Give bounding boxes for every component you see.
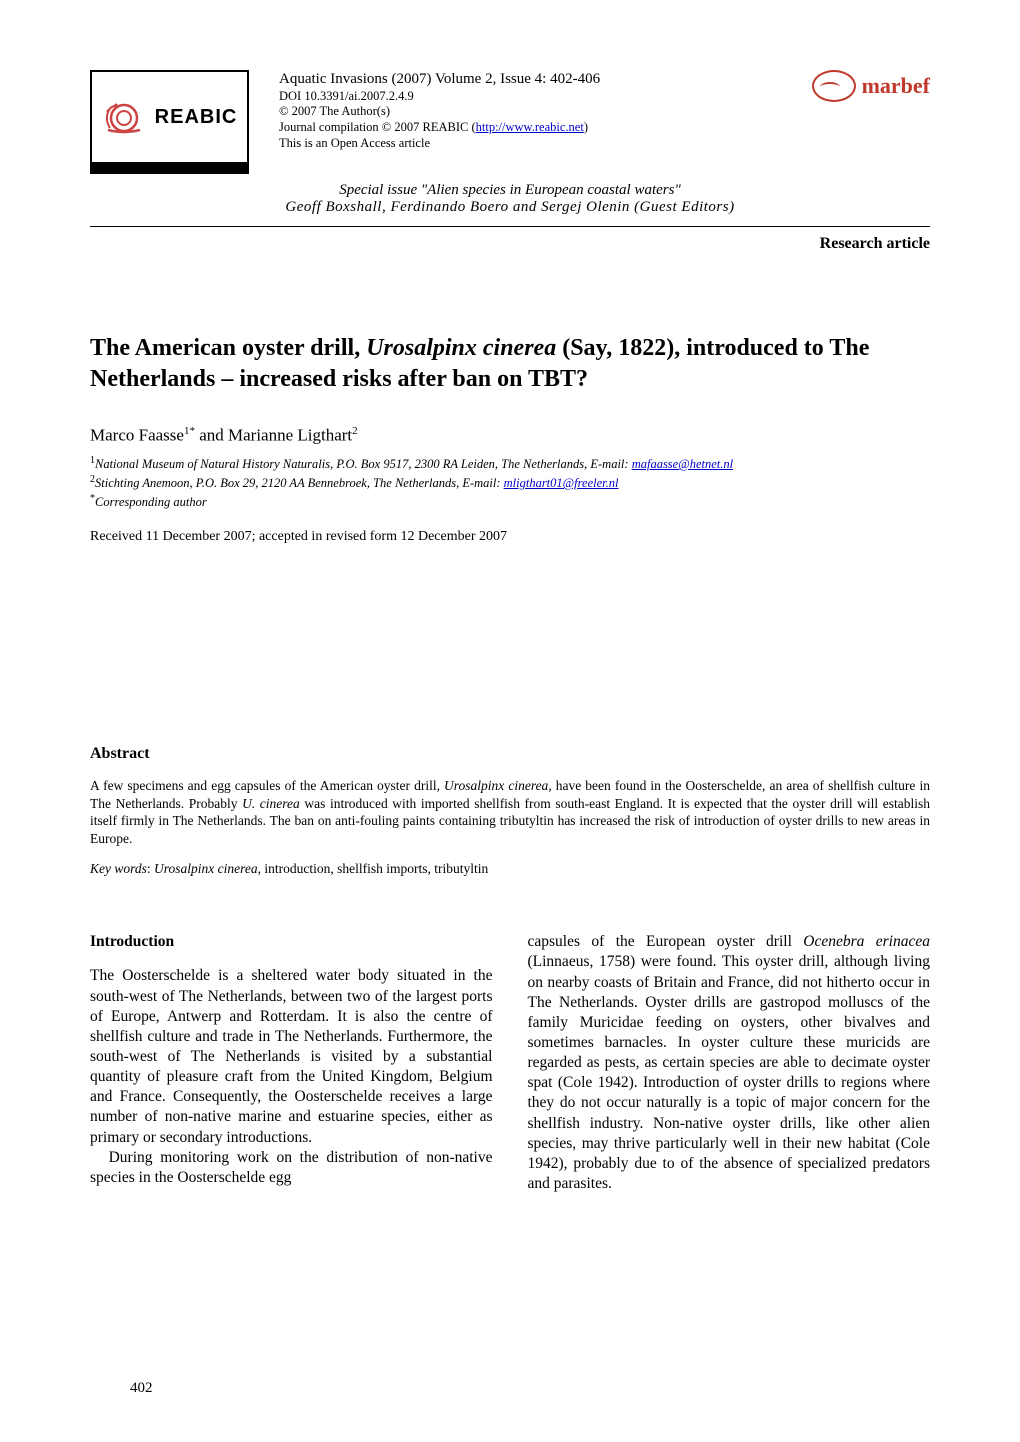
article-type: Research article — [90, 235, 930, 253]
doi-line: DOI 10.3391/ai.2007.2.4.9 — [279, 89, 782, 105]
left-p1: The Oosterschelde is a sheltered water b… — [90, 966, 493, 1147]
keywords-rest: , introduction, shellfish imports, tribu… — [258, 861, 489, 876]
affiliation-2: 2Stichting Anemoon, P.O. Box 29, 2120 AA… — [90, 473, 930, 492]
special-issue-line: Special issue "Alien species in European… — [90, 182, 930, 199]
copyright-line: © 2007 The Author(s) — [279, 104, 782, 120]
body-columns: Introduction The Oosterschelde is a shel… — [90, 932, 930, 1194]
keywords-species: Urosalpinx cinerea — [154, 861, 258, 876]
marbef-text: marbef — [862, 73, 930, 99]
compilation-suffix: ) — [584, 120, 588, 134]
affil-1-text: National Museum of Natural History Natur… — [95, 457, 632, 471]
right-p1-a: capsules of the European oyster drill — [528, 933, 804, 950]
keywords-label: Key words — [90, 861, 147, 876]
compilation-link[interactable]: http://www.reabic.net — [476, 120, 584, 134]
right-p1-species: Ocenebra erinacea — [803, 933, 930, 950]
header-rule — [90, 226, 930, 227]
journal-line: Aquatic Invasions (2007) Volume 2, Issue… — [279, 70, 782, 89]
abstract-species-2: U. cinerea — [242, 796, 300, 811]
author-2-name: Marianne Ligthart — [228, 426, 352, 445]
abstract-text: A few specimens and egg capsules of the … — [90, 777, 930, 847]
compilation-prefix: Journal compilation © 2007 REABIC ( — [279, 120, 476, 134]
author-2-sup: 2 — [352, 425, 358, 437]
page-number: 402 — [130, 1380, 153, 1397]
open-access-line: This is an Open Access article — [279, 136, 782, 152]
reabic-logo-text: REABIC — [155, 106, 238, 129]
affiliation-1: 1National Museum of Natural History Natu… — [90, 454, 930, 473]
reabic-logo: REABIC — [90, 70, 249, 174]
keywords-sep: : — [147, 861, 154, 876]
affil-2-email[interactable]: mligthart01@freeler.nl — [504, 476, 619, 490]
abstract-text-1: A few specimens and egg capsules of the … — [90, 778, 444, 793]
right-p1: capsules of the European oyster drill Oc… — [528, 932, 931, 1194]
corresponding-author: *Corresponding author — [90, 492, 930, 511]
snail-icon — [102, 100, 147, 135]
left-p2: During monitoring work on the distributi… — [90, 1148, 493, 1188]
compilation-line: Journal compilation © 2007 REABIC (http:… — [279, 120, 782, 136]
author-sep: and — [195, 426, 228, 445]
marbef-logo: marbef — [812, 70, 930, 102]
author-1-name: Marco Faasse — [90, 426, 184, 445]
introduction-heading: Introduction — [90, 932, 493, 952]
abstract-heading: Abstract — [90, 745, 930, 763]
affil-2-text: Stichting Anemoon, P.O. Box 29, 2120 AA … — [95, 476, 504, 490]
affil-1-email[interactable]: mafaasse@hetnet.nl — [632, 457, 733, 471]
author-1-sup: 1* — [184, 425, 195, 437]
title-pre: The American oyster drill, — [90, 335, 366, 361]
keywords-line: Key words: Urosalpinx cinerea, introduct… — [90, 861, 930, 877]
citation-block: Aquatic Invasions (2007) Volume 2, Issue… — [249, 70, 812, 151]
marbef-icon — [812, 70, 856, 102]
corr-text: Corresponding author — [95, 495, 207, 509]
abstract-species-1: Urosalpinx cinerea — [444, 778, 548, 793]
header-row: REABIC Aquatic Invasions (2007) Volume 2… — [90, 70, 930, 174]
right-column: capsules of the European oyster drill Oc… — [528, 932, 931, 1194]
received-line: Received 11 December 2007; accepted in r… — [90, 529, 930, 545]
affiliations-block: 1National Museum of Natural History Natu… — [90, 454, 930, 511]
article-title: The American oyster drill, Urosalpinx ci… — [90, 333, 930, 395]
title-species: Urosalpinx cinerea — [366, 335, 556, 361]
authors-line: Marco Faasse1* and Marianne Ligthart2 — [90, 425, 930, 446]
left-column: Introduction The Oosterschelde is a shel… — [90, 932, 493, 1194]
guest-editors-line: Geoff Boxshall, Ferdinando Boero and Ser… — [90, 199, 930, 222]
right-p1-b: (Linnaeus, 1758) were found. This oyster… — [528, 953, 931, 1192]
